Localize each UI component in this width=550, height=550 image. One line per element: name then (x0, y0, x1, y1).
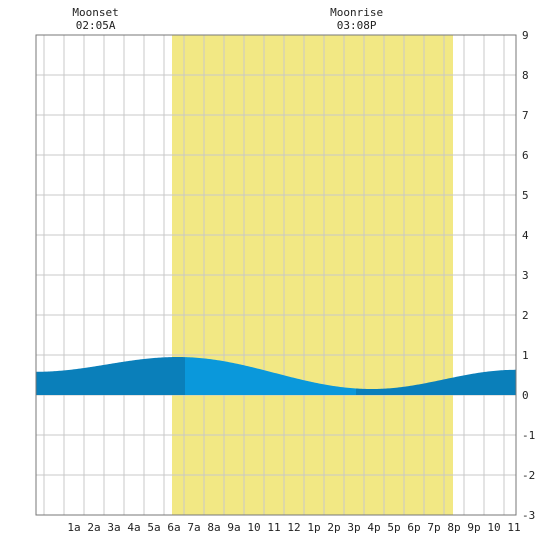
x-tick-labels: 1a 2a 3a 4a 5a 6a 7a 8a 9a 10 11 12 1p 2p 3p 4p 5p 6p 7p 8p… (67, 521, 520, 534)
y-tick-labels: -3 -2 -1 0 1 2 3 4 5 6 7 8 9 (522, 29, 535, 522)
y-tick-label: 9 (522, 29, 529, 42)
x-tick-label: 1a (67, 521, 80, 534)
x-tick-label: 11 (267, 521, 280, 534)
plot-frame (35, 34, 517, 516)
x-tick-label: 3a (107, 521, 120, 534)
y-tick-label: -2 (522, 469, 535, 482)
x-tick-label: 11 (507, 521, 520, 534)
x-tick-label: 7a (187, 521, 200, 534)
y-tick-label: 8 (522, 69, 529, 82)
x-tick-label: 5p (387, 521, 400, 534)
y-tick-label: 6 (522, 149, 529, 162)
x-tick-label: 2p (327, 521, 340, 534)
x-tick-label: 12 (287, 521, 300, 534)
y-tick-label: 3 (522, 269, 529, 282)
x-tick-label: 9p (467, 521, 480, 534)
y-tick-label: 0 (522, 389, 529, 402)
y-tick-label: 1 (522, 349, 529, 362)
x-tick-label: 4a (127, 521, 140, 534)
y-tick-label: -1 (522, 429, 535, 442)
x-tick-label: 10 (487, 521, 500, 534)
moon-event-label: Moonrise (330, 6, 383, 19)
x-tick-label: 3p (347, 521, 360, 534)
y-tick-label: 7 (522, 109, 529, 122)
x-tick-label: 2a (87, 521, 100, 534)
x-tick-label: 10 (247, 521, 260, 534)
x-tick-label: 6p (407, 521, 420, 534)
x-tick-label: 1p (307, 521, 320, 534)
x-tick-label: 9a (227, 521, 240, 534)
y-tick-label: 5 (522, 189, 529, 202)
x-tick-label: 5a (147, 521, 160, 534)
tide-area-day (185, 357, 356, 395)
x-tick-label: 8a (207, 521, 220, 534)
x-tick-label: 8p (447, 521, 460, 534)
tide-area-night-late (356, 369, 516, 395)
tide-area-night-early (36, 357, 185, 395)
moon-event-time: 03:08P (337, 19, 377, 32)
x-tick-label: 6a (167, 521, 180, 534)
moon-event-label: Moonset (72, 6, 118, 19)
y-tick-label: 2 (522, 309, 529, 322)
tide-area-layer (36, 357, 516, 395)
grid-layer (36, 34, 516, 516)
y-tick-label: -3 (522, 509, 535, 522)
plot-frame-layer (35, 34, 517, 516)
moon-event-time: 02:05A (76, 19, 116, 32)
y-tick-label: 4 (522, 229, 529, 242)
x-tick-label: 4p (367, 521, 380, 534)
x-tick-label: 7p (427, 521, 440, 534)
